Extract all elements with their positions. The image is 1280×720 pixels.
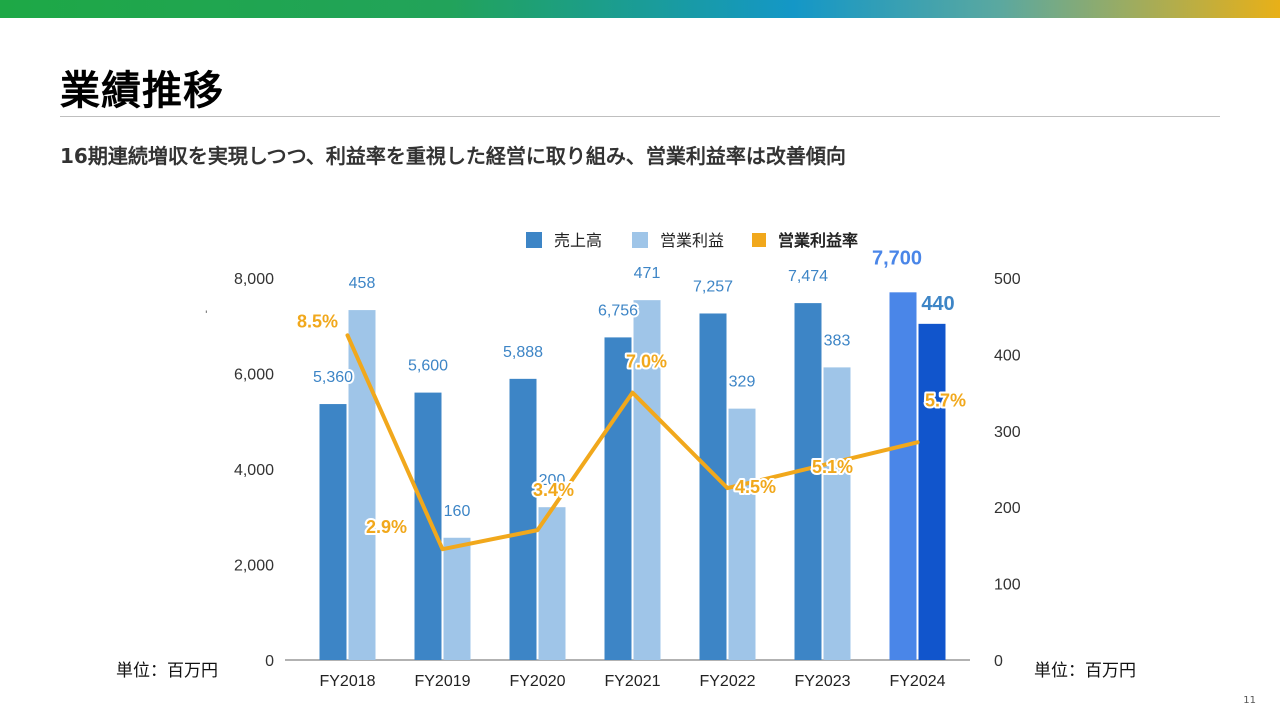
sales-data-label: 7,474 xyxy=(788,268,828,285)
operating-profit-bar xyxy=(918,323,946,660)
x-tick-label: FY2024 xyxy=(889,673,945,690)
sales-data-label: 5,360 xyxy=(313,369,353,386)
operating-profit-bar xyxy=(823,367,851,660)
y-right-tick-label: 100 xyxy=(994,577,1021,594)
operating-profit-bar xyxy=(728,408,756,660)
sales-data-label: 5,600 xyxy=(408,358,448,375)
y-left-tick-label: 8,000 xyxy=(234,271,274,288)
operating-margin-data-label: 7.0% xyxy=(626,352,667,372)
y-right-tick-label: 200 xyxy=(994,500,1021,517)
y-left-tick-label: 0 xyxy=(265,653,274,670)
x-tick-label: FY2022 xyxy=(699,673,755,690)
sales-bar xyxy=(889,292,917,660)
operating-margin-data-label: 5.1% xyxy=(812,457,853,477)
operating-margin-line xyxy=(345,333,920,552)
operating-profit-bar xyxy=(538,507,566,660)
operating-profit-data-label: 200 xyxy=(539,472,566,489)
x-tick-label: FY2018 xyxy=(319,673,375,690)
x-tick-label: FY2019 xyxy=(414,673,470,690)
operating-profit-data-label: 160 xyxy=(444,503,471,520)
x-tick-label: FY2021 xyxy=(604,673,660,690)
y-left-tick-label: 2,000 xyxy=(234,558,274,575)
sales-bar xyxy=(604,337,632,660)
y-right-tick-label: 400 xyxy=(994,347,1021,364)
operating-profit-bar xyxy=(443,537,471,660)
page-number: 11 xyxy=(1243,695,1256,706)
y-right-tick-label: 0 xyxy=(994,653,1003,670)
operating-profit-data-label: 329 xyxy=(729,374,756,391)
slide-subtitle: 16期連続増収を実現しつつ、利益率を重視した経営に取り組み、営業利益率は改善傾向 xyxy=(60,144,846,168)
operating-profit-data-label: 383 xyxy=(824,332,851,349)
sales-data-label: 7,257 xyxy=(693,278,733,295)
sales-bar xyxy=(414,392,442,660)
slide-title: 業績推移 xyxy=(60,68,224,114)
operating-margin-data-label: 5.7% xyxy=(925,390,966,410)
sales-data-label: 7,700 xyxy=(872,247,922,269)
operating-profit-data-label: 440 xyxy=(921,293,954,315)
legend-label: 営業利益 xyxy=(660,231,724,250)
sales-bar xyxy=(509,378,537,660)
legend-swatch xyxy=(632,232,648,248)
sales-data-label: 6,756 xyxy=(598,302,638,319)
operating-profit-bar xyxy=(348,310,376,660)
operating-profit-bar xyxy=(633,300,661,660)
left-axis-unit: 単位：百万円 xyxy=(116,661,218,681)
legend-label: 営業利益率 xyxy=(778,231,858,250)
sales-bar xyxy=(794,303,822,660)
top-gradient-bar xyxy=(0,0,1280,18)
operating-margin-data-label: 3.4% xyxy=(533,480,574,500)
right-axis-unit: 単位：百万円 xyxy=(1034,661,1136,681)
sales-data-label: 5,888 xyxy=(503,344,543,361)
legend-label: 売上高 xyxy=(554,231,602,250)
sales-bar xyxy=(319,404,347,660)
y-left-tick-label: 6,000 xyxy=(234,367,274,384)
sales-bar xyxy=(699,313,727,660)
legend-swatch xyxy=(526,232,542,248)
stray-mark: ' xyxy=(205,310,208,320)
x-tick-label: FY2020 xyxy=(509,673,565,690)
x-tick-label: FY2023 xyxy=(794,673,850,690)
operating-margin-data-label: 8.5% xyxy=(297,311,338,331)
operating-margin-data-label: 2.9% xyxy=(366,517,407,537)
y-right-tick-label: 500 xyxy=(994,271,1021,288)
operating-profit-data-label: 471 xyxy=(634,265,661,282)
operating-profit-data-label: 458 xyxy=(349,275,376,292)
operating-margin-data-label: 4.5% xyxy=(735,477,776,497)
legend-swatch xyxy=(752,233,766,247)
y-right-tick-label: 300 xyxy=(994,424,1021,441)
title-divider xyxy=(60,116,1220,117)
y-left-tick-label: 4,000 xyxy=(234,462,274,479)
